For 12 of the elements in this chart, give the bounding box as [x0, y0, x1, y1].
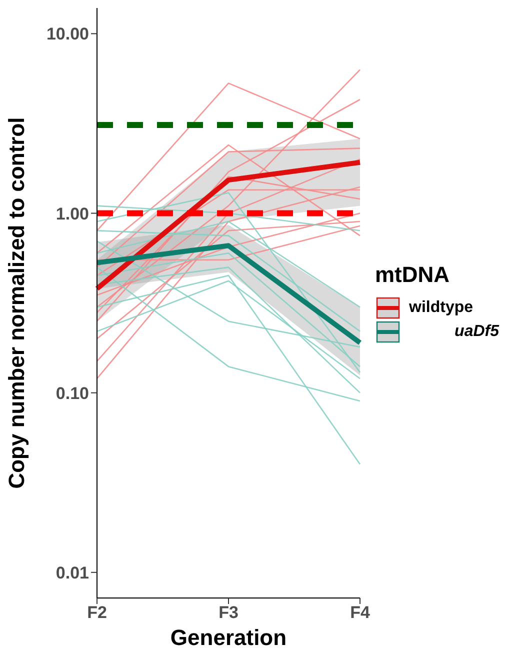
y-tick-label: 0.10 [56, 384, 89, 403]
x-tick-label: F2 [87, 603, 107, 622]
y-tick-label: 10.00 [46, 24, 89, 44]
y-tick-label: 0.01 [56, 563, 89, 582]
text: uaDf5 [454, 323, 499, 341]
x-tick-label: F4 [350, 603, 370, 622]
x-axis-title: Generation [170, 625, 287, 650]
legend-label: wildtype [409, 299, 474, 317]
legend-title: mtDNA [375, 262, 451, 288]
y-tick-label: 1.00 [56, 204, 89, 224]
x-tick-label: F3 [218, 603, 238, 622]
y-axis-title: Copy number normalized to control [4, 117, 29, 489]
